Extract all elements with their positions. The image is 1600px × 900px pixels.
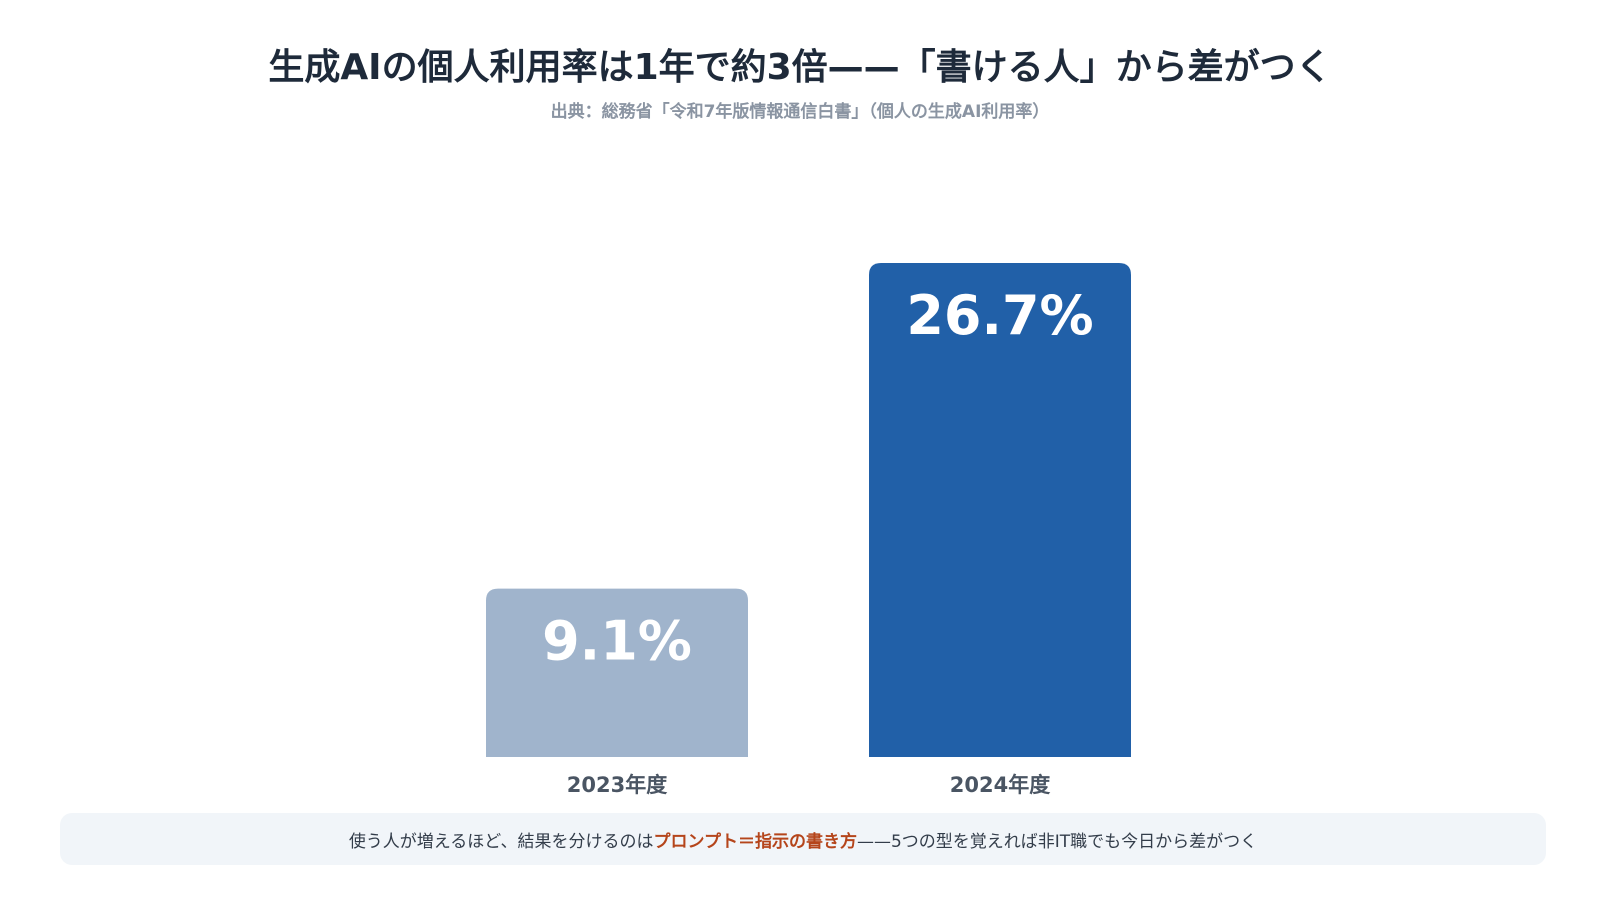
caption-highlight: プロンプト＝指示の書き方 xyxy=(653,831,857,852)
category-label: 2024年度 xyxy=(950,773,1050,797)
caption-banner: 使う人が増えるほど、結果を分けるのは プロンプト＝指示の書き方 ——5つの型を覚えれ… xyxy=(60,813,1546,865)
data-label: 9.1% xyxy=(542,610,692,673)
chart-source: 出典：総務省「令和7年版情報通信白書」（個人の生成AI利用率） xyxy=(550,102,1050,122)
chart-title: 生成AIの個人利用率は1年で約3倍——「書ける人」から差がつく xyxy=(268,47,1332,88)
bar-2023年度 xyxy=(486,588,748,757)
data-label: 26.7% xyxy=(906,284,1093,347)
caption-text: 使う人が増えるほど、結果を分けるのは xyxy=(348,831,654,852)
category-label: 2023年度 xyxy=(567,773,667,797)
bar-2024年度 xyxy=(869,263,1131,757)
caption-tail: ——5つの型を覚えれば非IT職でも今日から差がつく xyxy=(856,831,1258,852)
